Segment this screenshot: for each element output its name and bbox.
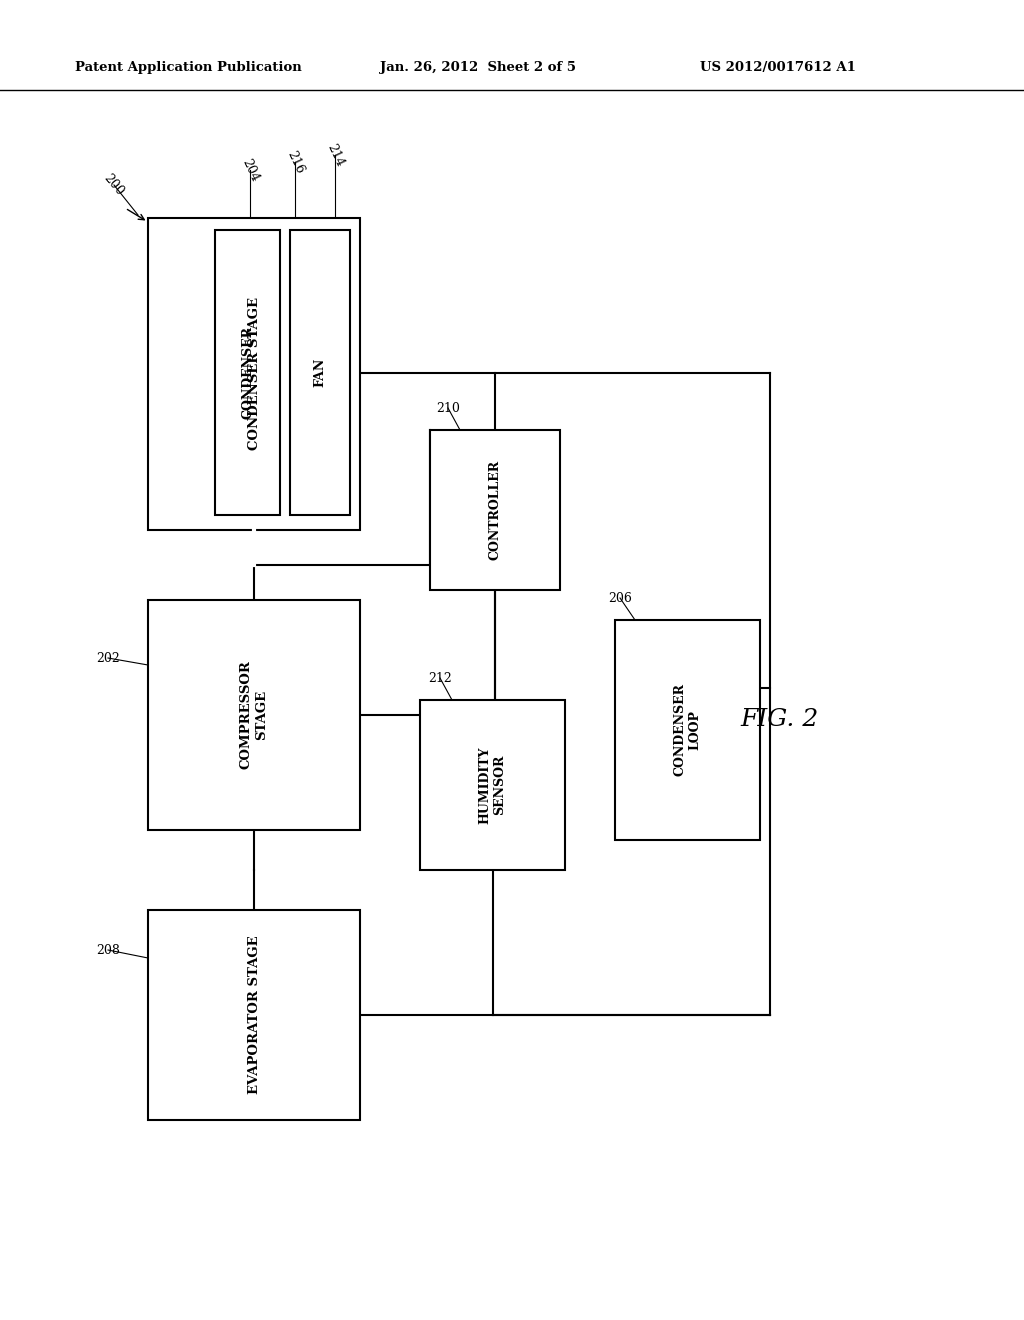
- Text: 214: 214: [324, 141, 346, 169]
- Text: CONDENSER: CONDENSER: [241, 326, 254, 418]
- Text: 200: 200: [101, 172, 127, 198]
- Bar: [148, 601, 360, 830]
- Text: Patent Application Publication: Patent Application Publication: [75, 62, 302, 74]
- Text: 212: 212: [428, 672, 452, 685]
- Bar: [148, 909, 360, 1119]
- Text: 202: 202: [96, 652, 120, 664]
- Text: 204: 204: [239, 157, 261, 183]
- Bar: [290, 230, 350, 515]
- Text: US 2012/0017612 A1: US 2012/0017612 A1: [700, 62, 856, 74]
- Text: CONTROLLER: CONTROLLER: [488, 459, 502, 560]
- Text: 216: 216: [284, 148, 306, 176]
- Text: 208: 208: [96, 944, 120, 957]
- Text: 210: 210: [436, 401, 460, 414]
- Text: CONDENSER
LOOP: CONDENSER LOOP: [674, 684, 701, 776]
- Bar: [148, 218, 360, 531]
- Bar: [215, 230, 280, 515]
- Text: 206: 206: [608, 591, 632, 605]
- Text: COMPRESSOR
STAGE: COMPRESSOR STAGE: [240, 660, 268, 770]
- Bar: [430, 430, 560, 590]
- Text: FAN: FAN: [313, 358, 327, 387]
- Bar: [615, 620, 760, 840]
- Text: Jan. 26, 2012  Sheet 2 of 5: Jan. 26, 2012 Sheet 2 of 5: [380, 62, 575, 74]
- Bar: [420, 700, 565, 870]
- Text: EVAPORATOR STAGE: EVAPORATOR STAGE: [248, 936, 260, 1094]
- Text: HUMIDITY
SENSOR: HUMIDITY SENSOR: [478, 746, 507, 824]
- Text: CONDENSER STAGE: CONDENSER STAGE: [248, 297, 260, 450]
- Text: FIG. 2: FIG. 2: [741, 709, 819, 731]
